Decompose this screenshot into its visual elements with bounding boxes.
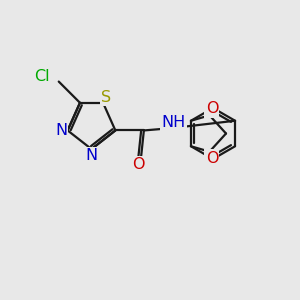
Text: N: N <box>55 123 67 138</box>
Text: NH: NH <box>162 115 186 130</box>
Text: S: S <box>101 90 111 105</box>
Text: O: O <box>132 158 145 172</box>
Text: O: O <box>206 101 218 116</box>
Text: O: O <box>206 151 218 166</box>
Text: Cl: Cl <box>34 69 50 84</box>
Text: N: N <box>85 148 98 163</box>
